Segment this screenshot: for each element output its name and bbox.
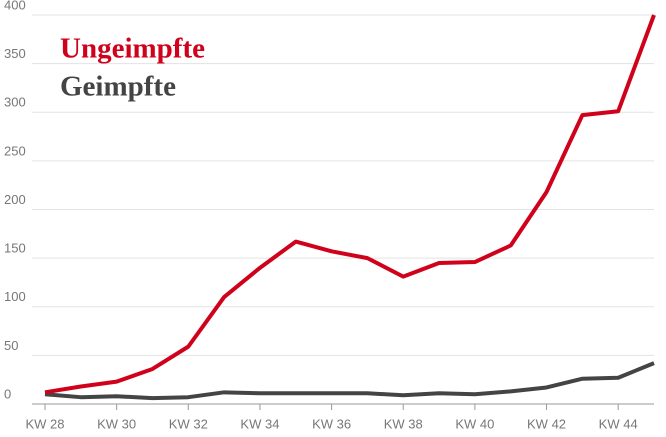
y-tick-label: 100 — [4, 289, 26, 304]
y-tick-label: 400 — [4, 0, 26, 12]
y-tick-label: 50 — [4, 338, 18, 353]
x-tick-label: KW 30 — [97, 416, 136, 431]
legend-label: Ungeimpfte — [60, 33, 205, 65]
x-tick-label: KW 38 — [384, 416, 423, 431]
legend-label: Geimpfte — [60, 71, 176, 103]
x-tick-label: KW 42 — [527, 416, 566, 431]
y-tick-label: 250 — [4, 143, 26, 158]
line-series — [44, 14, 656, 395]
x-tick-label: KW 40 — [455, 416, 494, 431]
y-tick-label: 300 — [4, 95, 26, 110]
y-tick-label: 350 — [4, 46, 26, 61]
y-tick-label: 200 — [4, 192, 26, 207]
x-tick-label: KW 36 — [312, 416, 351, 431]
line-series — [44, 361, 655, 401]
x-tick-label: KW 28 — [25, 416, 64, 431]
x-tick-label: KW 34 — [240, 416, 279, 431]
y-tick-label: 150 — [4, 241, 26, 256]
x-tick-label: KW 44 — [599, 416, 638, 431]
y-tick-label: 0 — [4, 386, 11, 401]
x-tick-label: KW 32 — [169, 416, 208, 431]
